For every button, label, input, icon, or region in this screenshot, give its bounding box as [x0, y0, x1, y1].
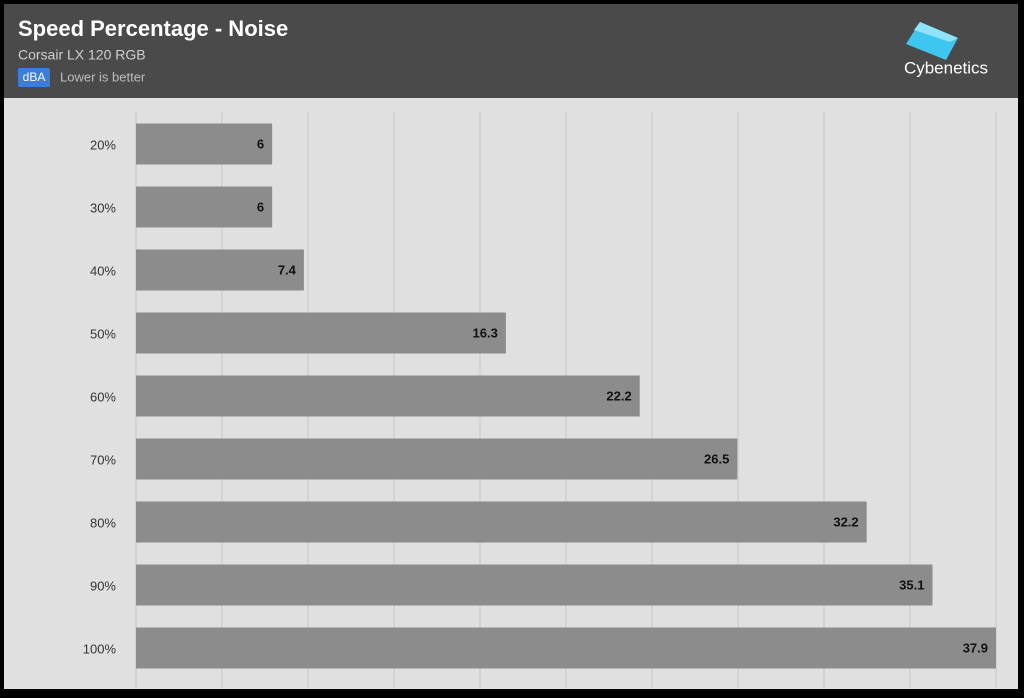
value-label: 22.2 [606, 388, 631, 403]
bar [136, 438, 738, 480]
value-label: 26.5 [704, 451, 729, 466]
bar [136, 501, 867, 543]
y-tick-label: 40% [90, 263, 116, 278]
unit-badge [18, 68, 50, 87]
plot: 20% 6 30% 6 40% 7.4 50% 16.3 60% 22.2 70% 26.5 80% 32… [83, 112, 997, 688]
bar [136, 375, 640, 417]
bar [136, 123, 273, 165]
logo-icon-top [914, 22, 958, 42]
value-label: 6 [257, 136, 264, 151]
value-label: 7.4 [278, 262, 297, 277]
bar [136, 249, 304, 291]
value-label: 37.9 [963, 640, 988, 655]
y-tick-label: 100% [83, 641, 117, 656]
y-tick-label: 90% [90, 578, 116, 593]
unit-label: dBA [23, 70, 46, 84]
chart-subtitle: Corsair LX 120 RGB [18, 47, 146, 63]
y-tick-label: 30% [90, 200, 116, 215]
y-tick-label: 50% [90, 326, 116, 341]
y-tick-label: 20% [90, 137, 116, 152]
chart-title: Speed Percentage - Noise [18, 16, 288, 41]
value-label: 16.3 [473, 325, 498, 340]
note: Lower is better [60, 69, 146, 84]
logo-text: Cybenetics [904, 58, 988, 77]
bar [136, 312, 506, 354]
value-label: 32.2 [833, 514, 858, 529]
y-tick-label: 60% [90, 389, 116, 404]
bar [136, 564, 933, 606]
header [4, 4, 1018, 98]
y-tick-label: 70% [90, 452, 116, 467]
value-label: 35.1 [899, 577, 924, 592]
bar [136, 186, 273, 228]
y-tick-label: 80% [90, 515, 116, 530]
value-label: 6 [257, 199, 264, 214]
bar [136, 627, 996, 669]
